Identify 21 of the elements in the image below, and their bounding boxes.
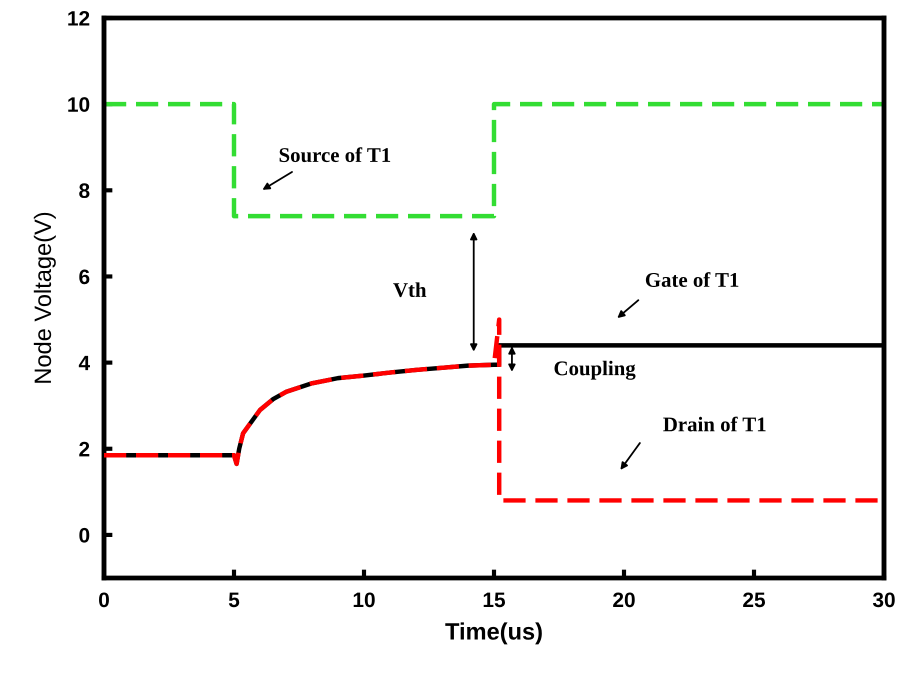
- x-tick-label: 15: [484, 592, 506, 608]
- annotation: Drain of T1: [663, 416, 766, 432]
- x-tick-label: 25: [743, 592, 766, 608]
- y-tick-label: 2: [79, 442, 90, 456]
- y-tick-label: 12: [68, 11, 90, 26]
- x-tick-label: 0: [99, 592, 109, 608]
- annotation: Vth: [393, 282, 426, 298]
- y-axis-title: Node Voltage(V): [34, 212, 56, 383]
- x-tick-label: 10: [354, 592, 375, 608]
- annotation: Gate of T1: [646, 272, 738, 287]
- annotation: Source of T1: [280, 147, 390, 162]
- y-tick-label: 8: [79, 183, 90, 198]
- x-tick-label: 20: [613, 592, 635, 608]
- y-tick-label: 10: [68, 97, 90, 112]
- y-tick-label: 4: [78, 356, 90, 370]
- y-tick-label: 0: [79, 528, 90, 543]
- x-axis-title: Time(us): [445, 622, 542, 644]
- x-tick-label: 5: [228, 592, 240, 608]
- y-tick-label: 6: [79, 269, 90, 284]
- annotation: Coupling: [554, 360, 636, 380]
- x-tick-label: 30: [872, 592, 895, 608]
